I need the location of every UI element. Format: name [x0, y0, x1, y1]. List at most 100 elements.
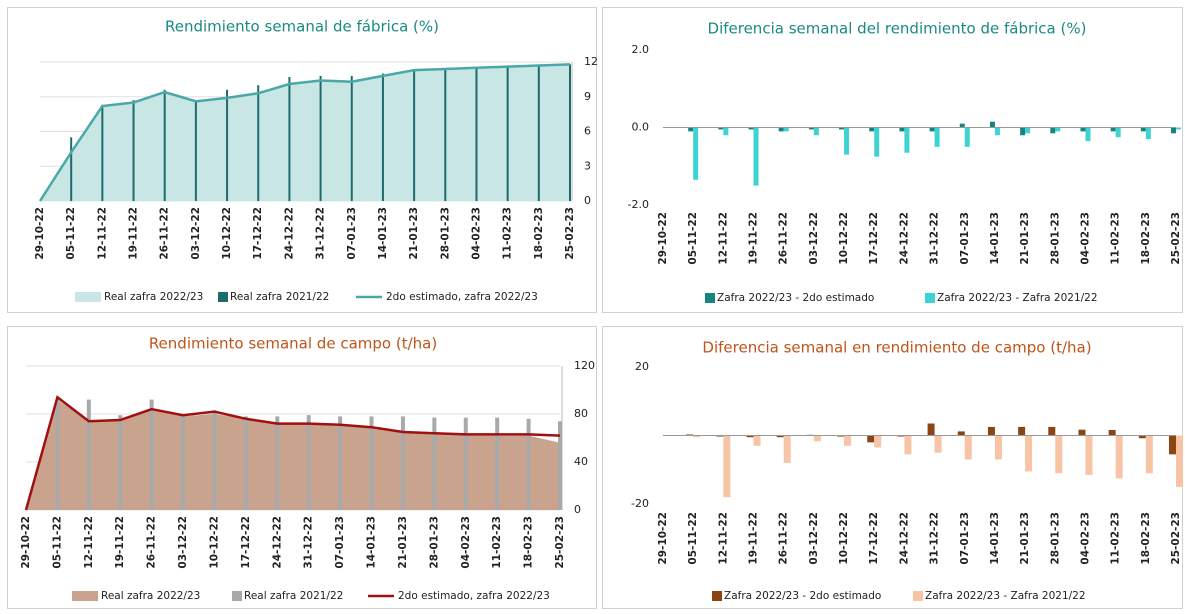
bar [163, 89, 166, 201]
x-tick-label: 11-02-23 [1110, 512, 1122, 565]
bar [495, 417, 500, 510]
bar [1025, 127, 1031, 134]
bar [776, 435, 784, 438]
x-tick-label: 11-02-23 [491, 516, 503, 569]
bar [839, 127, 845, 130]
x-tick-label: 07-01-23 [334, 516, 346, 569]
x-tick-label: 21-01-23 [1019, 512, 1031, 565]
bar [964, 127, 970, 147]
legend-swatch [75, 292, 101, 302]
x-tick-label: 10-12-22 [221, 207, 233, 260]
bar [506, 66, 509, 201]
bar [686, 434, 694, 436]
bar [1050, 127, 1056, 134]
bar [1080, 127, 1086, 132]
bar [257, 85, 260, 201]
bar [1078, 429, 1086, 436]
bar [1108, 430, 1116, 436]
x-tick-label: 21-01-23 [1019, 212, 1031, 265]
bar [869, 127, 875, 132]
bar [959, 123, 965, 128]
bar [1138, 435, 1146, 439]
x-tick-label: 12-11-22 [717, 212, 729, 265]
y-tick-label: 20 [635, 360, 649, 373]
x-tick-label: 25-02-23 [564, 207, 576, 260]
x-tick-label: 17-12-22 [868, 512, 880, 565]
legend-label: Real zafra 2022/23 [104, 291, 203, 303]
bar [927, 423, 935, 436]
x-tick-label: 11-02-23 [502, 207, 514, 260]
area [26, 399, 560, 510]
x-tick-label: 26-11-22 [778, 512, 790, 565]
x-tick-label: 29-10-22 [34, 207, 46, 260]
x-tick-label: 05-11-22 [687, 512, 699, 565]
bar [753, 127, 759, 186]
x-tick-label: 14-01-23 [989, 512, 1001, 565]
legend-swatch [712, 591, 722, 601]
x-tick-label: 24-12-22 [898, 212, 910, 265]
x-tick-label: 19-11-22 [748, 512, 760, 565]
legend-label: Zafra 2022/23 - 2do estimado [717, 292, 874, 304]
x-tick-label: 05-11-22 [65, 207, 77, 260]
y-tick-label: 9 [584, 90, 591, 103]
x-tick-label: 10-12-22 [208, 516, 220, 569]
y-tick-label: 3 [584, 159, 591, 172]
bar [1018, 426, 1026, 436]
bar [837, 435, 845, 437]
bar [70, 137, 73, 201]
x-tick-label: 04-02-23 [1079, 212, 1091, 265]
y-tick-label: 2.0 [632, 43, 650, 56]
x-tick-label: 04-02-23 [470, 207, 482, 260]
x-tick-label: 18-02-23 [523, 516, 535, 569]
bar [844, 435, 852, 446]
bar [1025, 435, 1033, 472]
legend-label: Zafra 2022/23 - Zafra 2021/22 [925, 590, 1086, 602]
x-tick-label: 07-01-23 [346, 207, 358, 260]
bar [526, 418, 531, 510]
bar [874, 435, 882, 448]
bar [400, 416, 405, 510]
legend-swatch [232, 591, 242, 601]
bar [569, 64, 571, 201]
panel [602, 7, 1183, 313]
bar [463, 417, 468, 510]
x-tick-label: 25-02-23 [554, 516, 566, 569]
bar [55, 399, 60, 510]
bar [194, 100, 197, 201]
bar [101, 104, 104, 201]
chart-title: Diferencia semanal del rendimiento de fá… [708, 20, 1087, 38]
bar [350, 75, 353, 201]
line [24, 395, 561, 511]
x-tick-label: 24-12-22 [898, 512, 910, 565]
x-tick-label: 18-02-23 [1140, 212, 1152, 265]
bar [444, 68, 447, 201]
x-tick-label: 17-12-22 [868, 212, 880, 265]
legend-label: Zafra 2022/23 - 2do estimado [724, 590, 881, 602]
bar [1176, 127, 1181, 130]
bar [934, 127, 940, 147]
x-tick-label: 14-01-23 [989, 212, 1001, 265]
x-tick-label: 10-12-22 [838, 512, 850, 565]
x-tick-label: 21-01-23 [397, 516, 409, 569]
bar [1085, 127, 1091, 142]
bar [1169, 435, 1176, 455]
x-tick-label: 18-02-23 [1140, 512, 1152, 565]
bar [989, 121, 995, 128]
bar [288, 77, 291, 201]
x-tick-label: 03-12-22 [190, 207, 202, 260]
bar [904, 435, 912, 455]
bar [844, 127, 850, 155]
bar [1110, 127, 1116, 132]
bar [693, 127, 699, 180]
x-tick-label: 29-10-22 [657, 212, 669, 265]
bar [181, 415, 186, 510]
bar [748, 127, 754, 130]
bar [432, 417, 437, 510]
bar [723, 127, 729, 136]
x-tick-label: 04-02-23 [1079, 512, 1091, 565]
y-tick-label: -2.0 [628, 198, 649, 211]
x-tick-label: 07-01-23 [959, 512, 971, 565]
legend-swatch [913, 591, 923, 601]
bar [718, 127, 724, 130]
x-tick-label: 11-02-23 [1110, 212, 1122, 265]
